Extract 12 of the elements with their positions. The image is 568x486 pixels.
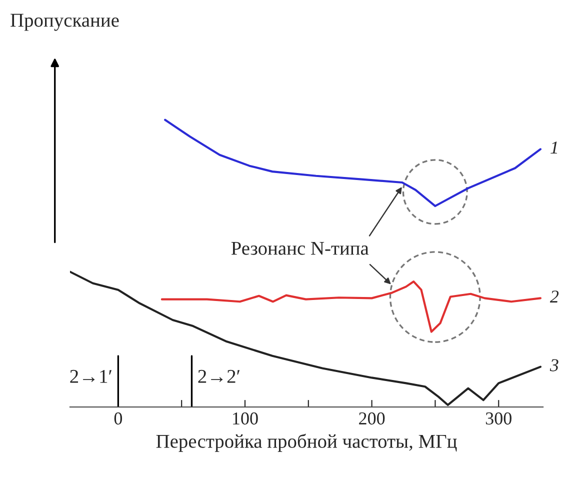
series-label: 3 [550, 359, 558, 372]
x-tick-label: 0 [114, 412, 122, 425]
annotation: Резонанс N-типа [231, 242, 369, 255]
x-tick-label: 300 [486, 412, 512, 425]
ref-line-label: 2→2′ [198, 370, 240, 383]
ref-line-label: 2→1′ [70, 370, 112, 383]
x-tick-label: 200 [359, 412, 385, 425]
x-axis-title: Перестройка пробной частоты, МГц [156, 434, 457, 452]
x-tick-label: 100 [233, 412, 258, 425]
y-axis-title: Пропускание [10, 14, 119, 31]
series-label: 1 [550, 142, 558, 154]
series-label: 2 [550, 290, 559, 303]
